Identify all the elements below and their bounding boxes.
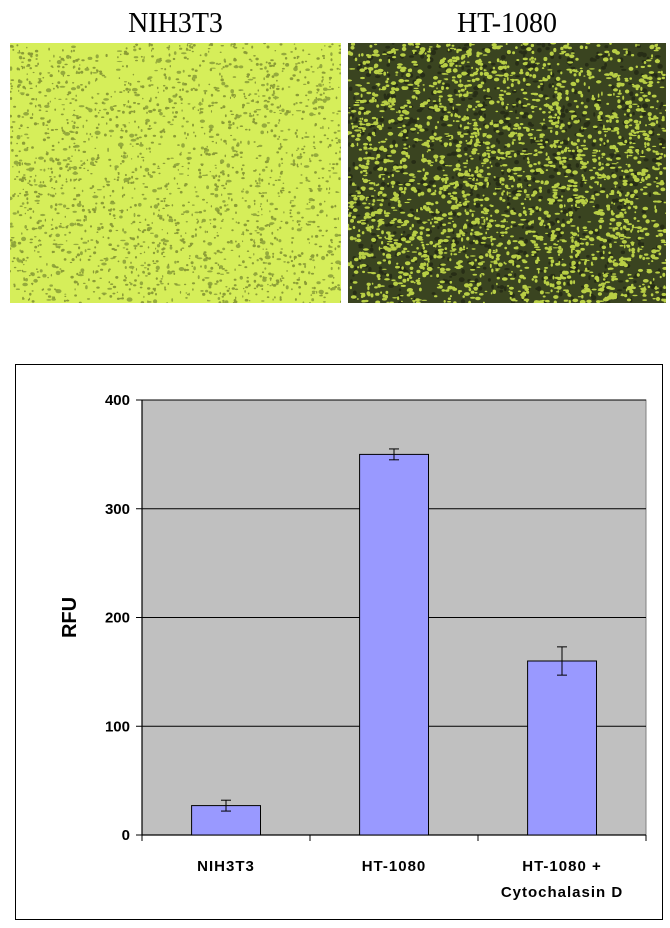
micrograph-title-ht1080: HT-1080 xyxy=(456,8,558,39)
y-tick-label: 0 xyxy=(122,827,130,844)
y-tick-label: 100 xyxy=(105,718,130,735)
bar-chart-frame: 0 100 200 300 400 NIH3T3 HT-1080 HT-1080 + Cytoc… xyxy=(15,364,663,920)
micrograph-title-nih3t3: NIH3T3 xyxy=(128,8,223,39)
y-tick-label: 400 xyxy=(105,392,130,409)
y-axis-label: RFU xyxy=(59,597,81,638)
bar xyxy=(527,660,598,836)
micrograph-nih3t3-image xyxy=(10,43,341,303)
bar-chart: 0 100 200 300 400 NIH3T3 HT-1080 HT-1080 + Cytoc… xyxy=(59,392,647,901)
bar xyxy=(359,453,430,836)
x-tick-label: HT-1080 + Cytochalasin D xyxy=(501,858,623,901)
micrograph-nih3t3 xyxy=(10,43,341,303)
y-tick-label: 300 xyxy=(105,501,130,518)
x-tick-label: HT-1080 xyxy=(362,858,427,875)
x-tick-label: NIH3T3 xyxy=(197,858,255,875)
y-tick-label: 200 xyxy=(105,610,130,627)
micrograph-ht1080 xyxy=(348,43,666,303)
micrograph-ht1080-image xyxy=(348,43,666,303)
